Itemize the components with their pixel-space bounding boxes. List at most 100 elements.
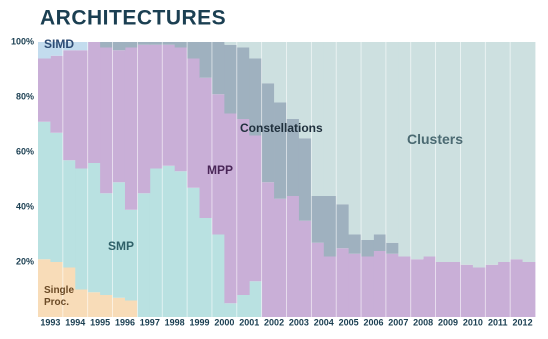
x-tick-label: 2002 — [264, 317, 284, 327]
area-step — [137, 44, 151, 194]
area-step — [311, 242, 325, 317]
area-step — [87, 163, 101, 293]
area-step — [472, 267, 486, 317]
area-step — [336, 248, 350, 317]
area-step — [137, 42, 151, 45]
area-step — [174, 47, 188, 172]
area-step — [149, 42, 163, 45]
series-label: SIMD — [44, 37, 74, 51]
area-step — [236, 47, 250, 119]
area-step — [162, 44, 176, 166]
area-step — [298, 220, 312, 317]
area-step — [448, 262, 461, 317]
series-label: SMP — [108, 239, 135, 253]
area-step — [124, 300, 138, 317]
area-step — [274, 198, 287, 317]
area-step — [323, 256, 337, 317]
area-step — [162, 42, 176, 45]
area-step — [112, 182, 126, 298]
area-step — [187, 187, 200, 317]
area-step — [298, 42, 312, 139]
x-tick-label: 2006 — [363, 317, 383, 327]
area-step — [224, 303, 238, 317]
area-step — [112, 297, 126, 317]
area-step — [286, 42, 300, 119]
area-step — [423, 42, 436, 257]
area-step — [62, 50, 76, 161]
series-label: Clusters — [407, 131, 464, 147]
area-step — [336, 204, 350, 249]
area-step — [162, 165, 176, 317]
area-step — [311, 196, 325, 243]
x-tick-label: 1995 — [90, 317, 110, 327]
area-step — [211, 234, 225, 317]
area-step — [236, 119, 250, 295]
x-tick-label: 1997 — [140, 317, 160, 327]
x-tick-label: 1996 — [115, 317, 135, 327]
area-step — [199, 218, 213, 317]
y-tick-label: 100% — [11, 36, 34, 46]
area-step — [236, 42, 250, 48]
area-step — [348, 253, 362, 317]
area-step — [497, 42, 511, 262]
area-step — [199, 77, 213, 218]
area-step — [261, 182, 275, 317]
area-step — [62, 267, 76, 317]
area-step — [100, 295, 113, 317]
area-step — [348, 234, 362, 254]
area-step — [249, 135, 263, 282]
area-step — [348, 42, 362, 235]
area-step — [423, 256, 436, 317]
x-tick-label: 2005 — [339, 317, 359, 327]
area-step — [224, 44, 238, 114]
area-step — [236, 295, 250, 317]
area-step — [38, 259, 51, 317]
area-step — [373, 234, 387, 251]
area-step — [460, 264, 474, 317]
area-step — [410, 259, 424, 317]
x-tick-label: 2001 — [239, 317, 259, 327]
area-step — [124, 42, 138, 48]
area-step — [149, 44, 163, 169]
x-tick-label: 2008 — [413, 317, 433, 327]
area-step — [435, 262, 449, 317]
area-step — [124, 47, 138, 210]
area-step — [361, 42, 374, 240]
area-step — [62, 160, 76, 268]
area-step — [398, 256, 412, 317]
area-step — [75, 289, 89, 317]
area-step — [38, 42, 51, 59]
area-step — [38, 121, 51, 260]
x-tick-label: 1994 — [65, 317, 85, 327]
area-step — [274, 42, 287, 103]
area-step — [497, 262, 511, 317]
area-step — [298, 138, 312, 221]
area-step — [75, 50, 89, 169]
area-step — [286, 196, 300, 317]
area-step — [62, 42, 76, 51]
area-step — [448, 42, 461, 262]
area-step — [224, 113, 238, 304]
area-step — [187, 42, 200, 59]
x-tick-label: 2012 — [513, 317, 533, 327]
area-step — [100, 193, 113, 295]
area-step — [112, 50, 126, 183]
area-step — [435, 42, 449, 262]
area-step — [485, 42, 499, 265]
area-step — [149, 168, 163, 317]
area-step — [373, 251, 387, 317]
area-step — [50, 132, 64, 262]
area-step — [311, 42, 325, 196]
area-step — [100, 47, 113, 194]
series-label: Single Proc. — [44, 285, 75, 308]
x-tick-label: 2007 — [388, 317, 408, 327]
y-tick-label: 20% — [16, 256, 34, 266]
chart-title: ARCHITECTURES — [40, 7, 226, 30]
area-step — [385, 42, 399, 243]
area-step — [75, 168, 89, 290]
area-step — [361, 256, 374, 317]
area-step — [385, 242, 399, 254]
area-step — [187, 58, 200, 188]
